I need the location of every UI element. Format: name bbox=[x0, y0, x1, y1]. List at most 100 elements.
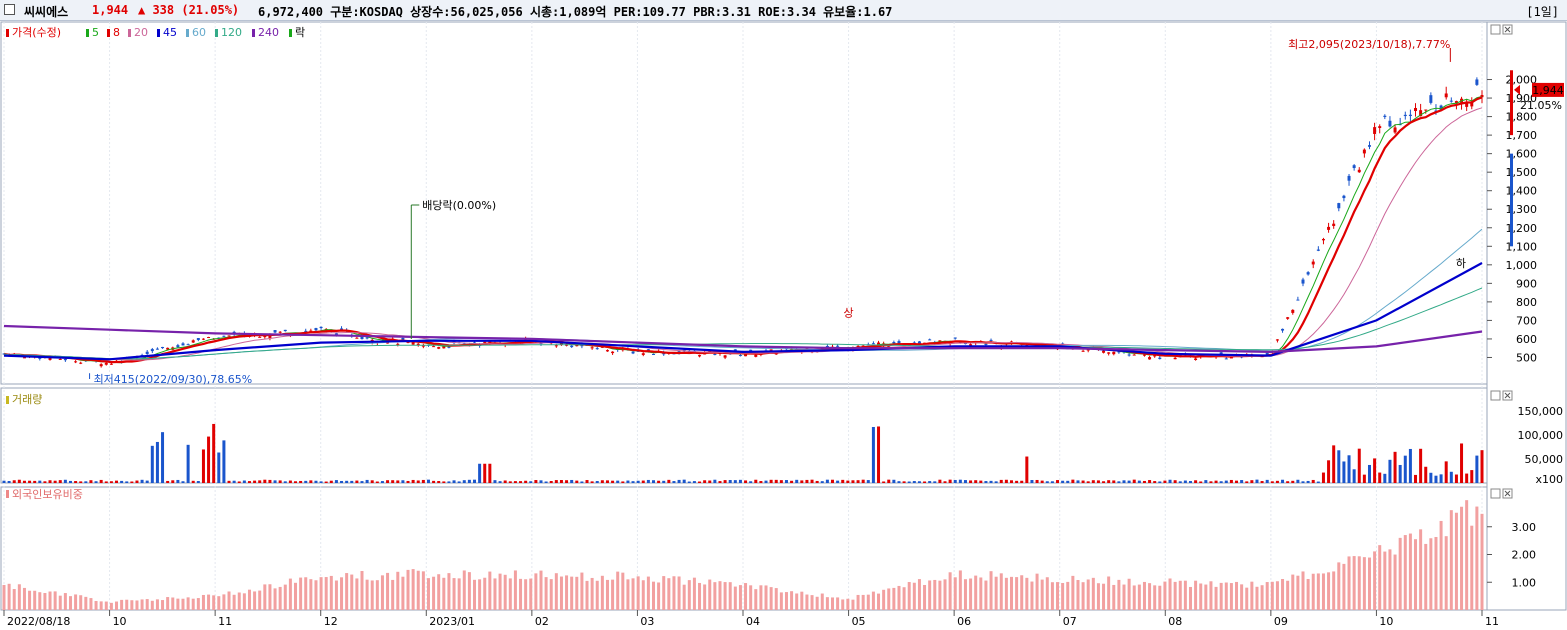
x-tick-label: 10 bbox=[1379, 615, 1393, 628]
price-minimize-icon[interactable] bbox=[1490, 24, 1501, 35]
foreign-ratio-bar bbox=[68, 596, 72, 610]
foreign-ratio-bar bbox=[820, 593, 824, 610]
candle-body bbox=[1429, 95, 1433, 103]
volume-bar bbox=[1035, 479, 1039, 483]
candle-body bbox=[641, 353, 645, 355]
volume-bar bbox=[912, 481, 916, 483]
volume-bar bbox=[1086, 481, 1090, 483]
legend-swatch-ma-240 bbox=[252, 29, 255, 37]
foreign-ratio-bar bbox=[406, 569, 410, 610]
panel-controls[interactable] bbox=[1490, 24, 1513, 499]
candle-body bbox=[191, 340, 195, 343]
foreign-ratio-bar bbox=[969, 578, 973, 610]
volume-bar bbox=[923, 481, 927, 483]
volume-bar bbox=[120, 480, 124, 483]
volume-bar bbox=[861, 479, 865, 483]
volume-bar bbox=[1316, 481, 1320, 483]
foreign-ratio-bar bbox=[611, 579, 615, 610]
volume-bar bbox=[979, 480, 983, 483]
foreign-ratio-bar bbox=[247, 589, 251, 610]
legend-swatch-ma-8 bbox=[107, 29, 110, 37]
candle-body bbox=[590, 347, 594, 349]
period-selector[interactable]: [1일] bbox=[1526, 5, 1559, 19]
candle-body bbox=[917, 341, 921, 344]
volume-bar bbox=[17, 479, 21, 483]
volume-bar bbox=[570, 479, 574, 483]
candle-body bbox=[575, 344, 579, 347]
y-tick-label: 800 bbox=[1516, 296, 1537, 309]
foreign-ratio-bar bbox=[53, 591, 57, 610]
candle-body bbox=[605, 350, 609, 352]
foreign-ratio-bar bbox=[662, 576, 666, 610]
volume-bar bbox=[810, 479, 814, 483]
volume-bar bbox=[759, 481, 763, 483]
legend-label-ma-5: 5 bbox=[92, 26, 99, 39]
foreign-ratio-bar bbox=[907, 582, 911, 610]
volume-bar bbox=[1132, 479, 1136, 483]
volume-bar bbox=[1424, 466, 1428, 483]
lower-limit-marker: 하 bbox=[1456, 256, 1466, 270]
foreign-ratio-bar bbox=[304, 577, 308, 610]
volume-bar bbox=[176, 479, 180, 483]
foreign-ratio-bar bbox=[513, 570, 517, 610]
volume-bar bbox=[1270, 481, 1274, 483]
x-tick-label: 08 bbox=[1168, 615, 1182, 628]
foreign-ratio-bar bbox=[120, 599, 124, 610]
candle-body bbox=[340, 328, 344, 331]
volume-bar bbox=[621, 481, 625, 483]
volume-bar bbox=[513, 481, 517, 483]
volume-bar bbox=[682, 479, 686, 483]
volume-bar bbox=[636, 480, 640, 483]
foreign-ratio-bar bbox=[1265, 582, 1269, 610]
foreign-ratio-bar bbox=[953, 577, 957, 610]
foreign-ratio-bar bbox=[1030, 581, 1034, 610]
foreign-ratio-bar bbox=[17, 584, 21, 610]
foreign-ratio-bar bbox=[457, 578, 461, 610]
volume-bar bbox=[1127, 480, 1131, 483]
volume-bar bbox=[38, 480, 42, 483]
volume-bar bbox=[212, 423, 216, 483]
foreign-ratio-bar bbox=[94, 600, 98, 610]
volume-bar bbox=[1009, 480, 1013, 483]
volume-bar bbox=[411, 479, 415, 483]
x-tick-label: 02 bbox=[535, 615, 549, 628]
volume-bar bbox=[508, 481, 512, 483]
volume-bar bbox=[611, 480, 615, 483]
candle-body bbox=[186, 344, 190, 346]
foreign-ratio-bar bbox=[1076, 580, 1080, 610]
panel-frames bbox=[0, 21, 1567, 611]
volume-bar bbox=[401, 480, 405, 483]
foreign-ratio-bar bbox=[600, 575, 604, 610]
candle-body bbox=[150, 349, 154, 352]
foreign-ratio-bar bbox=[22, 587, 26, 610]
legend-swatch-volume bbox=[6, 396, 9, 404]
foreign-ratio-bar bbox=[1378, 545, 1382, 610]
candle-body bbox=[355, 337, 359, 339]
volume-bar bbox=[334, 480, 338, 483]
volume-bar bbox=[396, 480, 400, 483]
foreign-ratio-bar bbox=[365, 579, 369, 610]
foreign-ratio-bar bbox=[698, 582, 702, 610]
candle-body bbox=[1378, 126, 1382, 129]
volume-tick-label: 50,000 bbox=[1525, 453, 1564, 466]
foreign-ratio-bar bbox=[544, 577, 548, 610]
candle-body bbox=[1403, 114, 1407, 117]
foreign-ratio-bar bbox=[498, 573, 502, 610]
volume-bar bbox=[1091, 480, 1095, 483]
moving-average-lines bbox=[3, 96, 1483, 364]
select-checkbox[interactable] bbox=[4, 4, 15, 15]
volume-minimize-icon[interactable] bbox=[1490, 390, 1501, 401]
volume-bar bbox=[350, 480, 354, 483]
foreign-ratio-bar bbox=[1419, 529, 1423, 610]
foreign-ratio-bar bbox=[825, 597, 829, 610]
y-tick-label: 2,000 bbox=[1506, 74, 1538, 87]
foreign-ratio-bar bbox=[605, 579, 609, 610]
volume-bar bbox=[917, 481, 921, 483]
foreign-ratio-bar bbox=[89, 598, 93, 610]
volume-bar bbox=[795, 479, 799, 483]
foreign-minimize-icon[interactable] bbox=[1490, 488, 1501, 499]
legend-swatch-ma-120 bbox=[215, 29, 218, 37]
foreign-ratio-bar bbox=[1337, 562, 1341, 610]
foreign-ratio-bar bbox=[723, 582, 727, 610]
